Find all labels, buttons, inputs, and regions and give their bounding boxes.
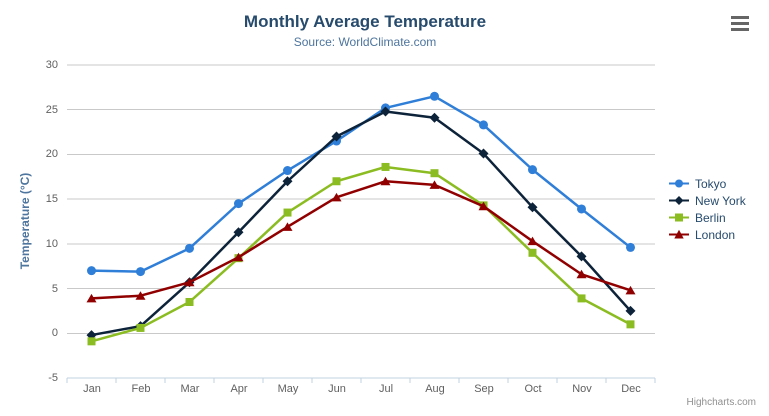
legend-marker-triangle-icon <box>669 229 689 239</box>
data-point-london[interactable] <box>184 277 195 287</box>
x-tick-label: Aug <box>425 383 445 395</box>
data-point-berlin[interactable] <box>87 337 96 346</box>
data-point-london[interactable] <box>233 252 244 262</box>
data-point-berlin[interactable] <box>332 177 341 186</box>
x-tick-label: Mar <box>180 383 200 395</box>
x-tick-label: Jan <box>83 383 101 395</box>
x-tick-label: Jul <box>378 383 394 395</box>
x-tick-label: Apr <box>230 383 248 395</box>
y-axis-title: Temperature (°C) <box>18 172 32 270</box>
y-tick-label: 20 <box>45 148 58 160</box>
legend-marker-diamond-icon <box>669 196 689 205</box>
data-point-tokyo[interactable] <box>234 199 243 209</box>
data-point-tokyo[interactable] <box>136 267 145 277</box>
data-point-london[interactable] <box>625 285 636 295</box>
data-point-tokyo[interactable] <box>528 165 537 175</box>
data-point-berlin[interactable] <box>136 323 145 332</box>
data-point-tokyo[interactable] <box>626 242 635 252</box>
x-tick-label: Oct <box>524 383 542 395</box>
data-point-berlin[interactable] <box>626 320 635 329</box>
y-tick-label: -5 <box>48 372 58 384</box>
legend-label: Berlin <box>695 210 726 225</box>
data-point-new-york[interactable] <box>331 131 342 142</box>
data-point-new-york[interactable] <box>478 148 489 159</box>
x-tick-label: Sep <box>474 383 494 395</box>
legend-item-new-york[interactable]: New York <box>668 193 746 208</box>
data-point-berlin[interactable] <box>283 208 292 217</box>
hamburger-menu-icon <box>731 16 751 31</box>
data-point-new-york[interactable] <box>625 305 636 316</box>
legend-item-london[interactable]: London <box>668 227 746 242</box>
data-point-tokyo[interactable] <box>87 266 96 276</box>
data-point-berlin[interactable] <box>381 162 390 171</box>
data-point-tokyo[interactable] <box>430 91 439 101</box>
legend-label: Tokyo <box>695 176 727 191</box>
legend-item-tokyo[interactable]: Tokyo <box>668 176 746 191</box>
data-point-berlin[interactable] <box>528 248 537 257</box>
x-tick-label: Nov <box>572 383 592 395</box>
data-point-new-york[interactable] <box>527 202 538 213</box>
data-point-london[interactable] <box>576 269 587 279</box>
legend-item-berlin[interactable]: Berlin <box>668 210 746 225</box>
x-tick-label: Jun <box>328 383 346 395</box>
data-point-london[interactable] <box>527 236 538 246</box>
data-point-berlin[interactable] <box>185 297 194 306</box>
data-point-london[interactable] <box>135 291 146 300</box>
data-point-tokyo[interactable] <box>185 243 194 253</box>
data-point-berlin[interactable] <box>430 169 439 178</box>
legend-marker-circle-icon <box>669 179 689 188</box>
data-point-london[interactable] <box>380 176 391 186</box>
y-tick-label: 15 <box>45 193 58 205</box>
x-tick-label: Feb <box>131 383 151 395</box>
data-point-tokyo[interactable] <box>577 204 586 214</box>
data-point-new-york[interactable] <box>576 251 587 262</box>
data-point-london[interactable] <box>331 192 342 202</box>
legend-marker-square-icon <box>669 213 689 222</box>
y-tick-label: 10 <box>45 238 58 250</box>
x-tick-label: May <box>277 383 299 395</box>
data-point-new-york[interactable] <box>380 106 391 117</box>
credits-link[interactable]: Highcharts.com <box>686 397 756 408</box>
data-point-london[interactable] <box>86 293 97 303</box>
data-point-new-york[interactable] <box>282 176 293 187</box>
legend-label: London <box>695 227 736 242</box>
y-tick-label: 0 <box>51 327 58 339</box>
data-point-tokyo[interactable] <box>283 166 292 176</box>
chart-title: Monthly Average Temperature <box>243 12 487 31</box>
export-menu-button[interactable] <box>729 14 753 36</box>
data-point-berlin[interactable] <box>577 294 586 303</box>
x-tick-label: Dec <box>621 383 641 395</box>
y-tick-label: 25 <box>45 104 58 116</box>
data-point-london[interactable] <box>429 180 440 189</box>
legend: Tokyo New York Berlin London <box>668 177 746 245</box>
legend-label: New York <box>695 193 746 208</box>
data-point-london[interactable] <box>282 222 293 231</box>
data-point-new-york[interactable] <box>233 227 244 238</box>
data-point-london[interactable] <box>478 201 489 211</box>
data-point-new-york[interactable] <box>429 112 440 123</box>
data-point-tokyo[interactable] <box>479 120 488 130</box>
chart-subtitle: Source: WorldClimate.com <box>293 35 437 49</box>
y-tick-label: 30 <box>45 59 58 71</box>
y-tick-label: 5 <box>51 283 58 295</box>
